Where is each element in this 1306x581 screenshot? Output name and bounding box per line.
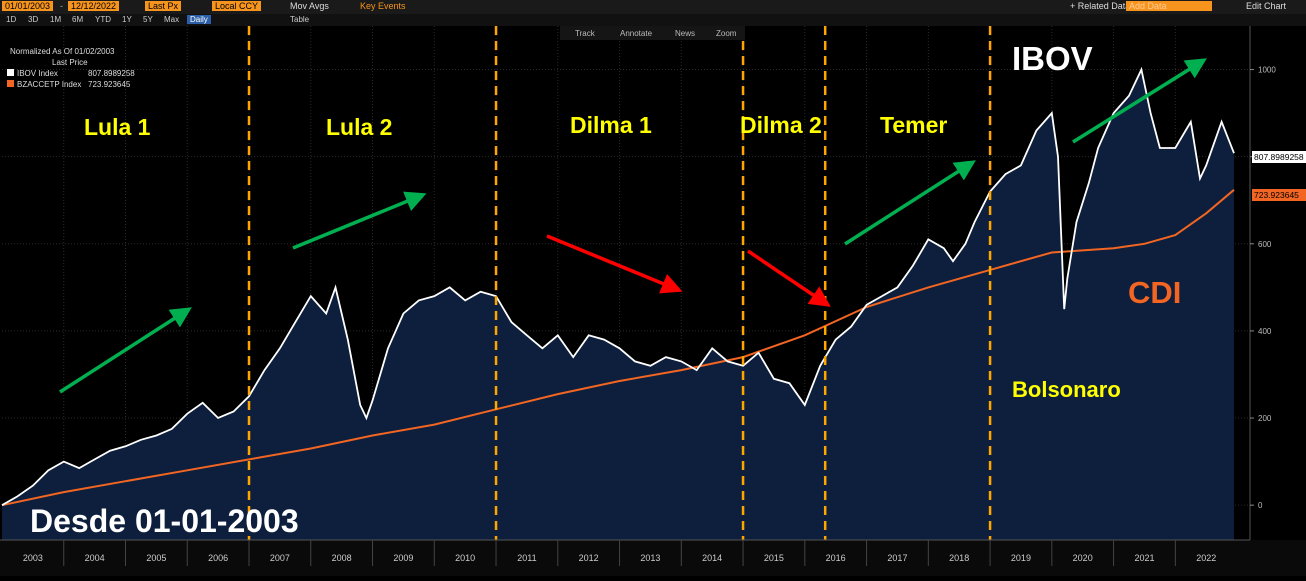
mov-avgs-toggle[interactable]: Mov Avgs: [290, 1, 329, 11]
edit-chart-button[interactable]: Edit Chart: [1246, 1, 1287, 11]
legend-swatch-cdi: [7, 80, 14, 87]
up-arrow-bolsonaro: [1072, 58, 1207, 144]
cdi-last-tag-bg: [1252, 189, 1306, 201]
chart-tools-bg: [560, 26, 745, 40]
y-axis: 02004006008001000: [1249, 26, 1276, 540]
up-arrow-temer: [844, 160, 976, 246]
chart-toolbar-ranges: 1D 3D 1M 6M YTD 1Y 5Y Max Daily Table: [0, 14, 1306, 26]
ibov-last-tag-bg: [1252, 151, 1306, 163]
legend-name-ibov: IBOV Index: [17, 69, 58, 78]
range-1d[interactable]: 1D: [6, 15, 17, 24]
x-tick-label: 2017: [887, 553, 907, 563]
x-axis-bg: [0, 540, 1306, 576]
x-tick-label: 2014: [702, 553, 722, 563]
cdi-label: CDI: [1128, 275, 1181, 310]
x-tick-label: 2022: [1196, 553, 1216, 563]
key-events-toggle[interactable]: Key Events: [360, 1, 406, 11]
x-tick-label: 2007: [270, 553, 290, 563]
x-tick-label: 2010: [455, 553, 475, 563]
range-3d[interactable]: 3D: [28, 15, 39, 24]
legend-value-ibov: 807.8989258: [88, 69, 135, 78]
legend-subheader: Last Price: [52, 58, 88, 67]
period-label-lula-2: Lula 2: [326, 114, 392, 140]
y-tick-label: 600: [1258, 240, 1272, 249]
ibov-label: IBOV: [1012, 40, 1093, 77]
chart-area: 02004006008001000 2003200420052006200720…: [0, 26, 1306, 576]
x-tick-label: 2020: [1073, 553, 1093, 563]
x-tick-label: 2015: [764, 553, 784, 563]
period-label-temer: Temer: [880, 112, 947, 138]
x-tick-label: 2003: [23, 553, 43, 563]
add-data-input[interactable]: Add Data: [1126, 1, 1212, 11]
x-tick-label: 2016: [826, 553, 846, 563]
x-tick-label: 2011: [517, 553, 536, 563]
currency-select[interactable]: Local CCY: [212, 1, 262, 11]
cdi-last-tag: 723.923645: [1254, 190, 1299, 200]
period-labels: Lula 1 Lula 2 Dilma 1 Dilma 2 Temer Bols…: [84, 112, 1121, 402]
x-tick-label: 2004: [85, 553, 105, 563]
x-tick-label: 2005: [146, 553, 166, 563]
x-tick-label: 2008: [332, 553, 352, 563]
up-arrow-lula-2: [292, 191, 427, 250]
news-button[interactable]: News: [675, 29, 695, 38]
range-ytd[interactable]: YTD: [95, 15, 111, 24]
legend-name-cdi: BZACCETP Index: [17, 80, 81, 89]
x-tick-label: 2013: [640, 553, 660, 563]
range-1y[interactable]: 1Y: [122, 15, 132, 24]
y-tick-label: 400: [1258, 327, 1272, 336]
range-6m[interactable]: 6M: [72, 15, 84, 24]
ibov-vs-cdi-chart: 02004006008001000 2003200420052006200720…: [0, 26, 1306, 576]
cdi-series-line: [1, 189, 1235, 507]
ibov-series-line: [1, 66, 1235, 506]
field-select[interactable]: Last Px: [145, 1, 182, 11]
y-tick-label: 200: [1258, 414, 1272, 423]
x-tick-label: 2019: [1011, 553, 1031, 563]
legend: Normalized As Of 01/02/2003 Last Price I…: [7, 47, 135, 89]
y-tick-label: 0: [1258, 501, 1263, 510]
x-tick-label: 2018: [949, 553, 969, 563]
track-button[interactable]: Track: [575, 29, 596, 38]
period-label-dilma-2: Dilma 2: [740, 112, 822, 138]
x-tick-label: 2006: [208, 553, 228, 563]
legend-value-cdi: 723.923645: [88, 80, 131, 89]
chart-tools: Track Annotate News Zoom: [560, 26, 745, 40]
down-arrow-dilma-1: [546, 234, 683, 294]
ibov-area-fill: [2, 69, 1234, 540]
range-5y[interactable]: 5Y: [143, 15, 153, 24]
legend-header: Normalized As Of 01/02/2003: [10, 47, 115, 56]
x-tick-label: 2021: [1134, 553, 1154, 563]
date-separator: -: [60, 1, 63, 11]
related-data-button[interactable]: + Related Data: [1070, 1, 1131, 11]
period-label-lula-1: Lula 1: [84, 114, 151, 140]
range-max[interactable]: Max: [164, 15, 180, 24]
ibov-last-tag: 807.8989258: [1254, 152, 1304, 162]
x-tick-label: 2009: [393, 553, 413, 563]
up-arrow-lula-1: [59, 307, 192, 394]
start-date-input[interactable]: 01/01/2003: [2, 1, 54, 11]
period-select[interactable]: Daily: [187, 15, 211, 24]
legend-swatch-ibov: [7, 69, 14, 76]
period-label-bolsonaro: Bolsonaro: [1012, 377, 1121, 402]
y-tick-label: 1000: [1258, 66, 1276, 75]
x-tick-label: 2012: [579, 553, 599, 563]
down-arrow-dilma-2: [747, 249, 831, 307]
end-date-input[interactable]: 12/12/2022: [68, 1, 120, 11]
chart-toolbar-top: 01/01/2003 - 12/12/2022 Last Px Local CC…: [0, 0, 1306, 14]
annotate-button[interactable]: Annotate: [620, 29, 653, 38]
period-label-dilma-1: Dilma 1: [570, 112, 652, 138]
last-value-tags: 807.8989258 723.923645: [1252, 151, 1306, 201]
since-label: Desde 01-01-2003: [30, 503, 299, 539]
range-1m[interactable]: 1M: [50, 15, 62, 24]
trend-arrows: [59, 58, 1207, 394]
x-axis: 2003 2004 2005 2006 2007 2008 2009 2010 2011 2012…: [0, 539, 1306, 576]
zoom-button[interactable]: Zoom: [716, 29, 737, 38]
table-button[interactable]: Table: [290, 15, 310, 24]
